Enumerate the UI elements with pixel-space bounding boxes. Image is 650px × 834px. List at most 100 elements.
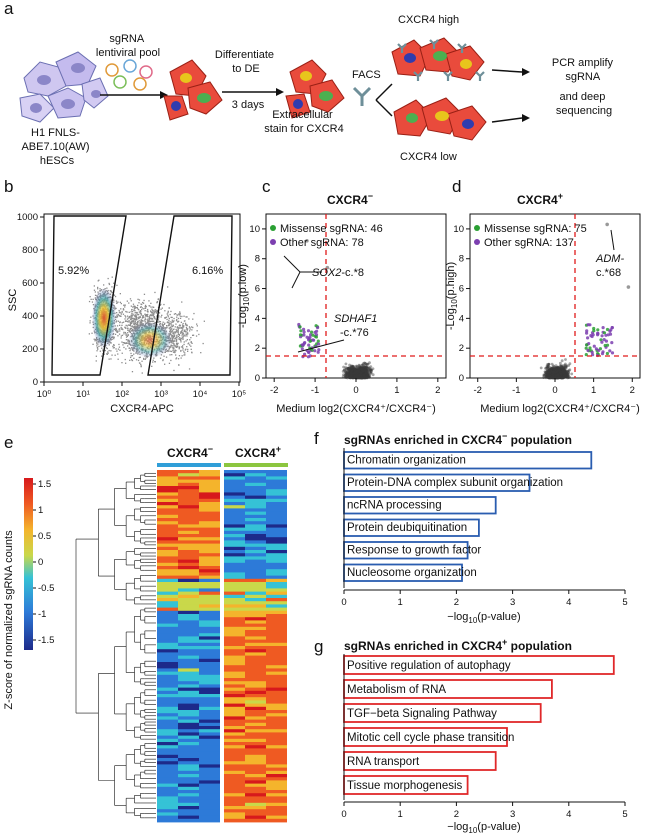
transduced-cells-illustration [163,59,223,121]
flow-event [131,321,133,323]
sgrna-point [367,376,371,379]
sgrna-point [557,376,561,379]
flow-event [169,313,171,316]
sgrna-point [348,376,351,379]
sgrna-point [566,375,570,379]
flow-event [124,326,126,329]
flow-event [120,308,122,310]
flow-event [127,340,129,342]
sgrna-point [361,374,365,378]
flow-event [113,347,115,349]
sgrna-point [552,370,556,374]
flow-event [142,302,145,304]
flow-event [158,315,160,317]
sgrna-point [362,370,366,374]
sgrna-point [352,373,355,377]
volcano-c-legend-other: Other sgRNA: 78 [280,237,364,249]
flow-event [113,338,115,340]
sgrna-point [357,376,360,379]
sgrna-point [355,375,359,378]
flow-event [93,285,95,287]
flow-event [124,358,126,361]
flow-event [187,333,189,335]
flow-event [121,322,123,324]
flow-event [146,310,148,312]
hesc-nucleus [37,75,51,85]
flow-event [140,363,142,366]
sgrna-point [349,373,352,376]
flow-event [89,322,91,324]
panel-label-e: e [4,433,13,452]
sgrna-point [359,375,363,379]
sgrna-point [351,370,355,374]
heatmap-cell [157,479,178,484]
flow-event [125,327,127,329]
flow-event [181,315,183,318]
sgrna-point [346,373,349,376]
flow-event [162,321,164,323]
y-tick-label: 6 [255,284,260,295]
flow-event [175,320,178,322]
sgrna-point [560,366,564,370]
sgrna-point [365,372,368,376]
sgrna-point [349,368,353,371]
x-tick-label: -2 [270,385,278,396]
flow-event [188,368,191,370]
sgrna-point [355,373,359,376]
flow-event [171,350,173,353]
flow-event [186,329,188,331]
heatmap-cell [178,473,199,477]
flow-event [119,293,121,295]
heatmap-cell [199,479,220,484]
flow-event [115,307,117,310]
flow-event [153,316,156,319]
sgrna-point [366,362,370,366]
flow-event [110,291,112,293]
flow-event [177,327,179,329]
heatmap-cell [245,498,266,503]
sgrna-point [369,365,373,368]
sgrna-point [356,368,360,372]
sgrna-point [354,374,358,377]
flow-event [155,311,157,313]
flow-event [175,346,178,348]
flow-event [168,362,171,364]
sgrna-point [352,375,356,378]
flow-event [93,338,95,340]
sgrna-point [361,373,365,377]
arrow-pcr-high [491,69,523,73]
flow-event [163,355,165,357]
sgrna-point [351,374,355,378]
flow-event [153,316,155,318]
sgrna-point [349,375,353,379]
sgrna-pool-label: sgRNA lentiviral pool [96,33,160,59]
flow-event [131,325,134,327]
flow-event [117,320,120,322]
hit-sgrna-point [586,336,590,340]
flow-event [182,325,184,327]
heatmap-cell [224,495,245,500]
flow-event [184,331,187,333]
heatmap-cell [266,476,287,480]
heatmap-cell [178,505,199,509]
flow-event [179,317,182,319]
flow-event [172,324,174,326]
flow-event [181,301,183,303]
flow-event [125,333,127,335]
sgrna-point [354,373,357,377]
sgrna-point [349,372,353,376]
sgrna-point [358,372,362,375]
flow-event [118,346,121,348]
sgrna-point [358,366,362,370]
volcano-d-x-ticks: -2 -1 0 1 2 [474,378,635,396]
sgrna-point [352,375,355,379]
flow-event [168,319,170,321]
heatmap-cell [199,470,220,474]
sgrna-point [348,363,351,367]
flow-event [171,321,173,323]
flow-event [190,341,192,343]
sgrna-point [366,373,370,377]
flow-event [184,329,186,331]
flow-event [180,337,182,340]
flow-event [176,326,179,328]
